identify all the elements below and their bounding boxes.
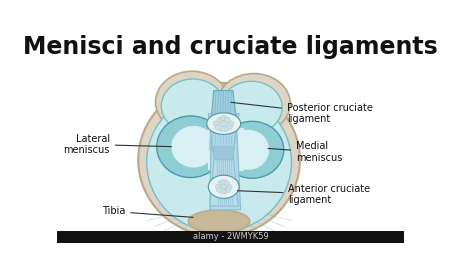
Text: Anterior cruciate
ligament: Anterior cruciate ligament — [237, 184, 370, 205]
Polygon shape — [210, 155, 239, 206]
Ellipse shape — [215, 185, 220, 189]
Text: Posterior cruciate
ligament: Posterior cruciate ligament — [231, 102, 373, 124]
Ellipse shape — [219, 126, 225, 132]
Bar — [58, 232, 404, 243]
Ellipse shape — [220, 81, 282, 133]
Ellipse shape — [218, 181, 224, 185]
Ellipse shape — [217, 117, 223, 123]
Ellipse shape — [138, 83, 300, 237]
Ellipse shape — [220, 121, 227, 126]
Ellipse shape — [213, 121, 220, 126]
Ellipse shape — [224, 117, 230, 123]
Ellipse shape — [147, 92, 292, 232]
Polygon shape — [213, 147, 234, 160]
Ellipse shape — [222, 126, 229, 132]
Ellipse shape — [157, 116, 225, 177]
Text: Menisci and cruciate ligaments: Menisci and cruciate ligaments — [23, 35, 438, 59]
Ellipse shape — [228, 130, 269, 170]
Ellipse shape — [225, 188, 231, 192]
Ellipse shape — [227, 185, 232, 189]
Text: Medial
meniscus: Medial meniscus — [268, 141, 342, 163]
Ellipse shape — [228, 121, 234, 126]
Ellipse shape — [208, 175, 239, 198]
Ellipse shape — [162, 79, 225, 133]
Ellipse shape — [222, 189, 228, 194]
Ellipse shape — [207, 113, 241, 134]
Ellipse shape — [221, 180, 226, 184]
Ellipse shape — [220, 115, 227, 121]
Polygon shape — [207, 125, 223, 170]
Polygon shape — [212, 91, 236, 117]
Text: Lateral
meniscus: Lateral meniscus — [63, 133, 171, 155]
Ellipse shape — [220, 189, 225, 194]
Text: Tibia: Tibia — [102, 206, 193, 217]
Ellipse shape — [171, 126, 216, 168]
Ellipse shape — [220, 121, 284, 178]
Ellipse shape — [217, 73, 290, 133]
Ellipse shape — [188, 210, 250, 233]
Polygon shape — [208, 114, 239, 152]
Polygon shape — [228, 128, 244, 171]
Text: alamy - 2WMYK59: alamy - 2WMYK59 — [193, 232, 269, 241]
Ellipse shape — [221, 185, 226, 189]
Ellipse shape — [216, 188, 222, 192]
Polygon shape — [210, 114, 241, 210]
Ellipse shape — [226, 125, 232, 130]
Ellipse shape — [215, 125, 221, 130]
Ellipse shape — [224, 181, 230, 185]
Ellipse shape — [156, 71, 229, 133]
